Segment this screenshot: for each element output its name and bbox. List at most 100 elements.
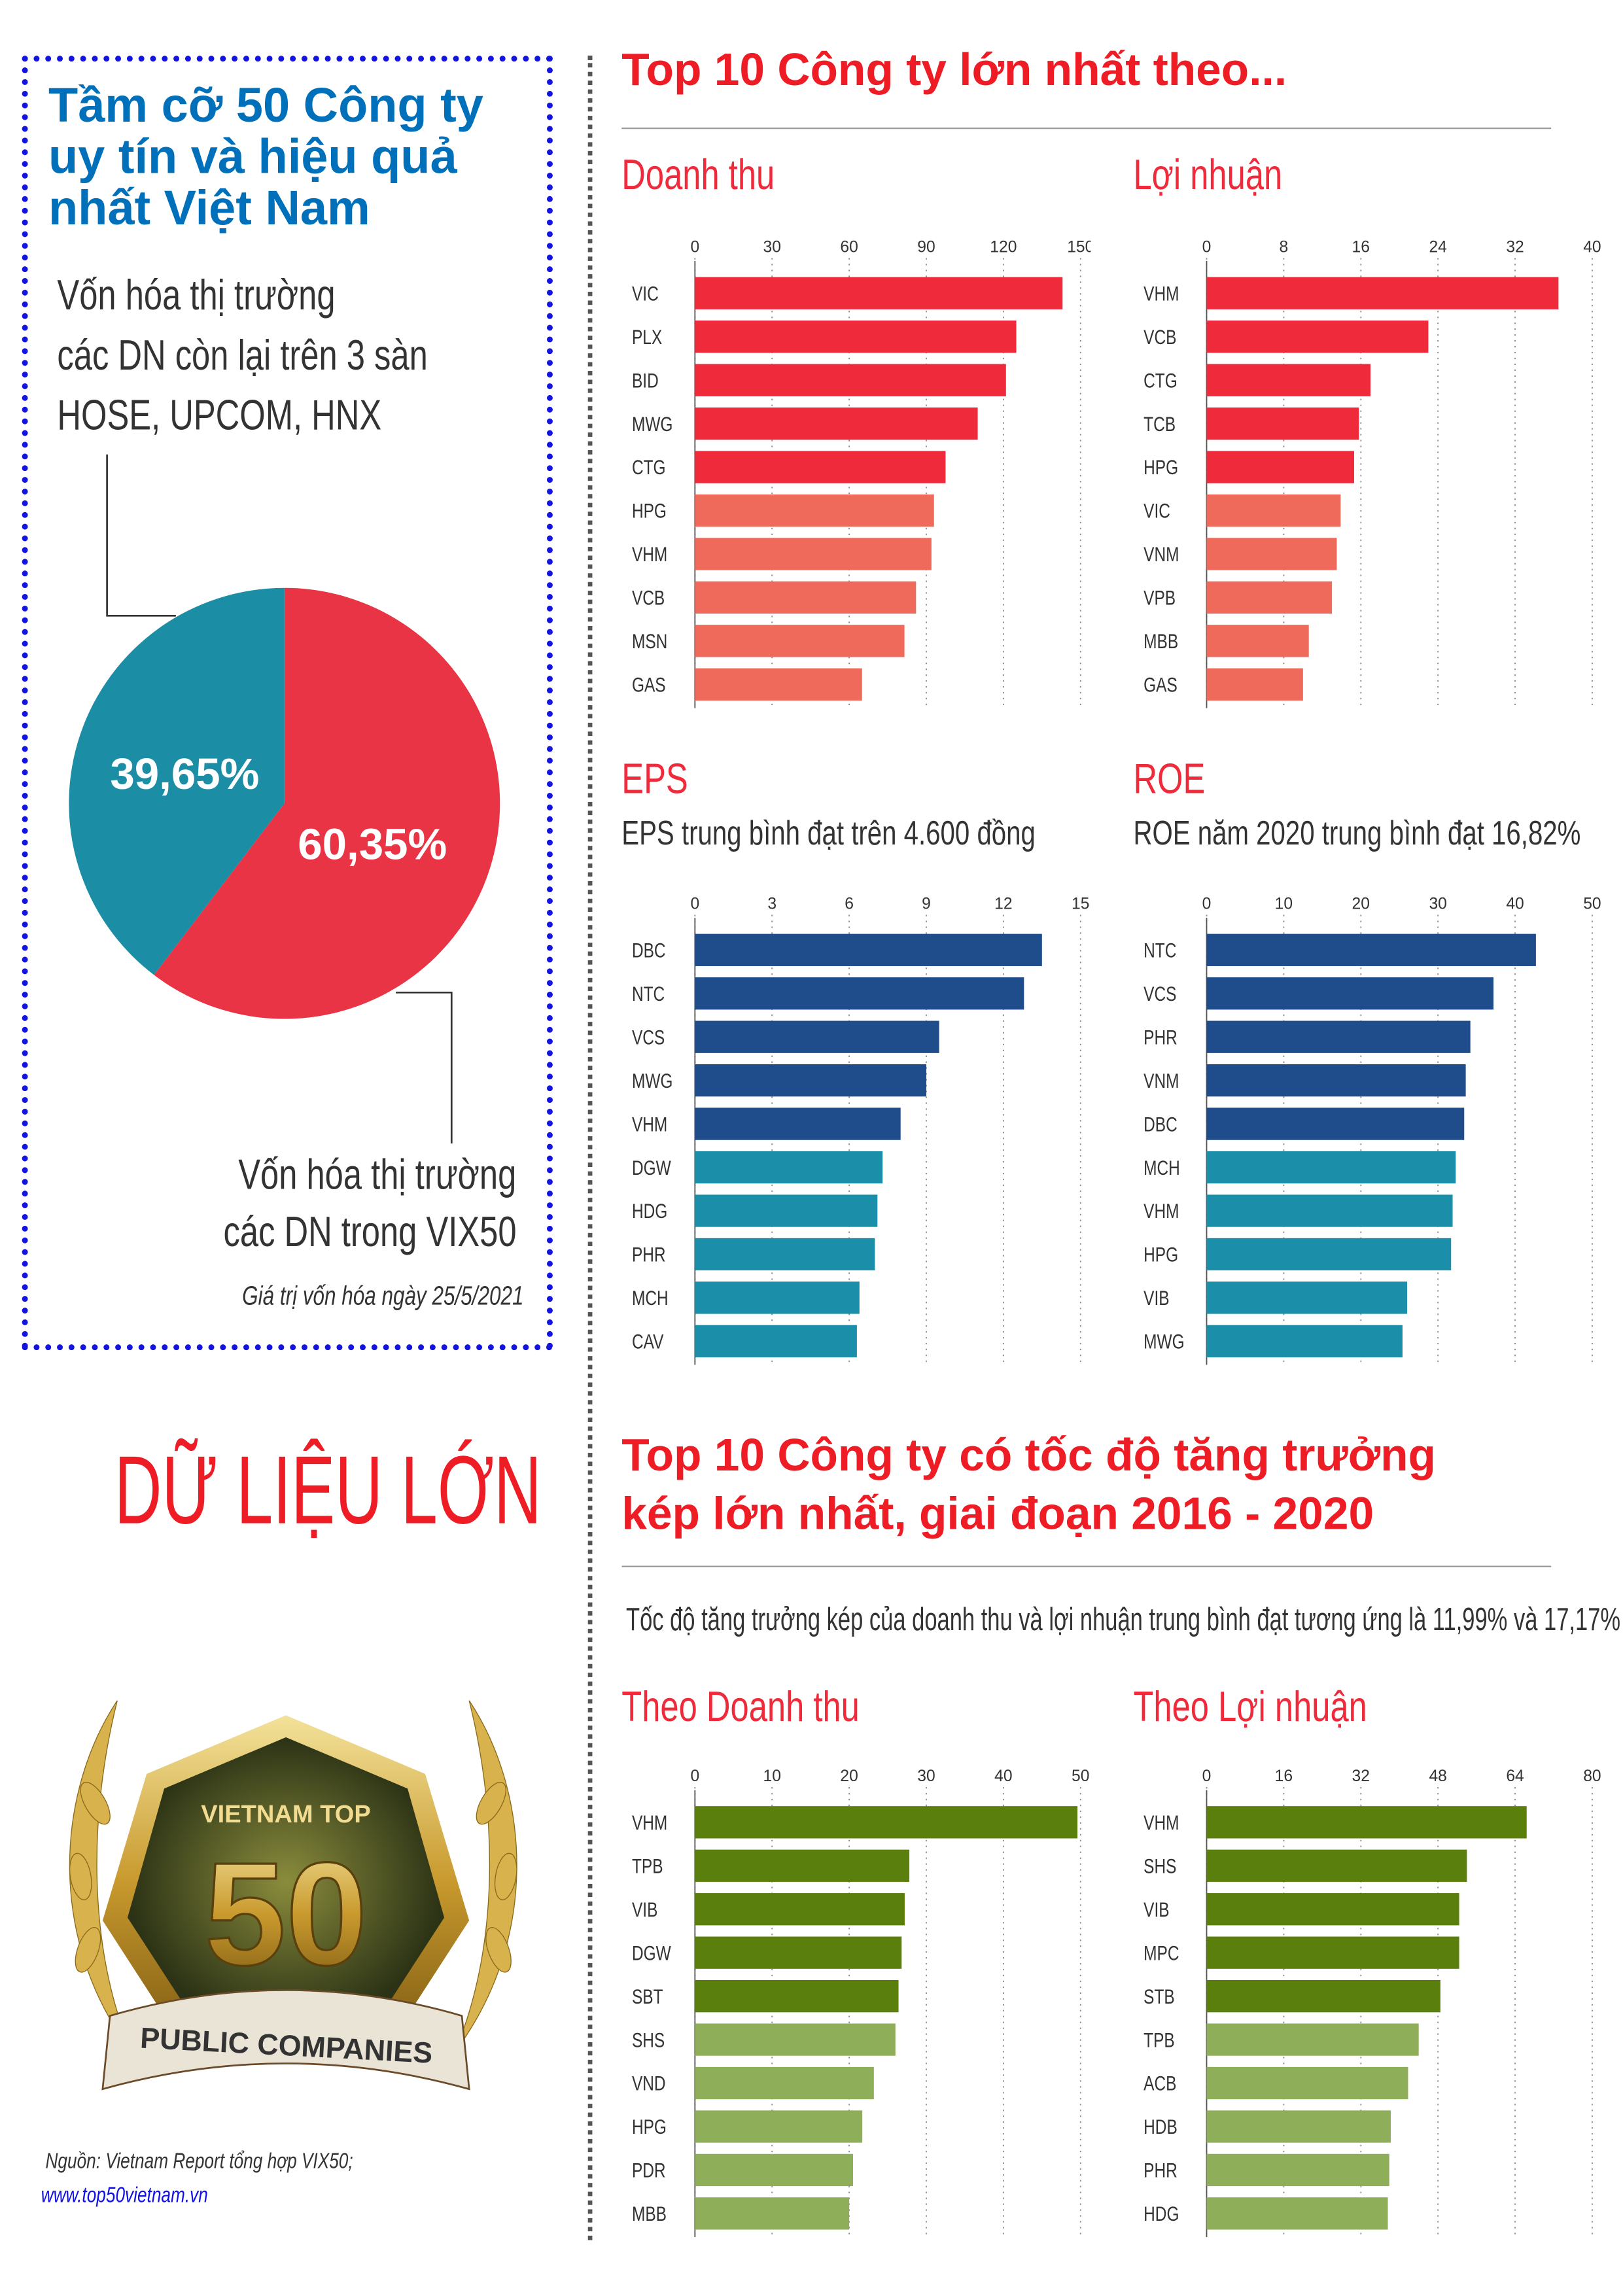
category-label: VIC	[632, 283, 659, 305]
tick-label: 32	[1506, 238, 1524, 256]
bar-vpb	[1206, 581, 1333, 614]
tick-label: 20	[840, 1767, 858, 1785]
category-label: VND	[632, 2072, 666, 2095]
tick-label: 30	[763, 238, 781, 256]
tick-label: 50	[1583, 896, 1601, 913]
left-title: Tầm cỡ 50 Công ty uy tín và hiệu quả nhấ…	[48, 79, 483, 233]
category-label: PHR	[632, 1244, 666, 1266]
bar-mch	[695, 1281, 860, 1314]
category-label: ACB	[1143, 2072, 1176, 2095]
bar-mbb	[695, 2197, 850, 2230]
category-label: VHM	[632, 543, 667, 566]
chart-subtitle-roe: ROE năm 2020 trung bình đạt 16,82%	[1133, 813, 1581, 852]
bar-sbt	[695, 1979, 899, 2013]
bar-plx	[695, 321, 1017, 353]
bar-vic	[695, 277, 1063, 309]
bar-shs	[1206, 1849, 1467, 1882]
bar-vic	[1206, 494, 1341, 527]
bar-ntc	[695, 977, 1024, 1010]
category-label: CTG	[632, 456, 666, 479]
category-label: VIC	[1143, 500, 1170, 523]
left-panel-border	[22, 56, 553, 1351]
category-label: MCH	[1143, 1157, 1180, 1179]
website-link[interactable]: www.top50vietnam.vn	[41, 2183, 208, 2208]
source-note: Nguồn: Vietnam Report tổng hợp VIX50;	[45, 2149, 353, 2174]
category-label: HPG	[1143, 456, 1178, 479]
category-label: TPB	[632, 1855, 663, 1878]
tick-label: 48	[1429, 1767, 1446, 1785]
bar-shs	[695, 2023, 896, 2056]
category-label: SHS	[1143, 1855, 1176, 1878]
category-label: VCB	[632, 587, 665, 610]
category-label: VCB	[1143, 326, 1176, 349]
bar-gas	[695, 668, 862, 701]
date-note: Giá trị vốn hóa ngày 25/5/2021	[241, 1281, 524, 1311]
category-label: MBB	[1143, 630, 1178, 653]
bar-hdb	[1206, 2110, 1391, 2143]
bar-vib	[1206, 1893, 1459, 1926]
bar-chart-roe: 0 10 20 30 40 50 NTC VCS PHR VNM DBC MCH VHM HPG VIB MW…	[1143, 896, 1601, 1365]
category-label: BID	[632, 369, 659, 392]
category-label: DBC	[1143, 1113, 1178, 1136]
bar-hpg	[695, 2110, 863, 2143]
bar-vhm	[1206, 1194, 1453, 1227]
bar-hpg	[695, 494, 934, 527]
tick-label: 64	[1506, 1767, 1524, 1785]
bar-hdg	[695, 1194, 878, 1227]
chart-title-eps: EPS	[621, 756, 688, 804]
bar-phr	[1206, 1020, 1471, 1053]
tick-label: 32	[1352, 1767, 1370, 1785]
bar-phr	[1206, 2153, 1389, 2187]
bar-vhm	[1206, 277, 1559, 309]
tick-label: 9	[922, 896, 931, 913]
category-label: HPG	[1143, 1244, 1178, 1266]
category-label: TCB	[1143, 413, 1176, 436]
category-label: NTC	[1143, 939, 1176, 962]
tick-label: 24	[1429, 238, 1446, 256]
logo-top-text: VIETNAM TOP	[201, 1801, 371, 1828]
bar-mwg	[695, 407, 978, 440]
bar-vhm	[695, 1806, 1078, 1839]
category-label: PHR	[1143, 2159, 1178, 2182]
bar-tpb	[695, 1849, 910, 1882]
category-label: HDB	[1143, 2115, 1178, 2138]
bar-vcb	[1206, 321, 1429, 353]
category-label: VHM	[1143, 283, 1179, 305]
tick-label: 30	[1429, 896, 1446, 913]
bar-vib	[695, 1893, 905, 1926]
category-label: VNM	[1143, 1070, 1179, 1092]
category-label: VHM	[632, 1811, 667, 1834]
category-label: NTC	[632, 983, 665, 1005]
bar-vhm	[695, 1107, 901, 1140]
tick-label: 0	[690, 896, 699, 913]
category-label: VHM	[1143, 1811, 1179, 1834]
tick-label: 120	[990, 238, 1017, 256]
bar-vib	[1206, 1281, 1408, 1314]
pie-slice-vix50	[154, 587, 500, 1019]
section2-note: Tốc độ tăng trưởng kép của doanh thu và …	[625, 1601, 1621, 1638]
category-label: VIB	[1143, 1898, 1169, 1921]
pie-label-vix50: 60,35%	[298, 820, 447, 869]
tick-label: 8	[1280, 238, 1289, 256]
bar-tcb	[1206, 407, 1359, 440]
category-label: HDG	[1143, 2202, 1179, 2225]
category-label: VNM	[1143, 543, 1179, 566]
bar-mch	[1206, 1151, 1456, 1184]
bar-vnm	[1206, 538, 1337, 570]
pie-slice-others	[69, 587, 285, 975]
tick-label: 0	[690, 238, 699, 256]
tick-label: 40	[1583, 238, 1601, 256]
bar-phr	[695, 1238, 875, 1271]
bar-vnd	[695, 2066, 874, 2100]
category-label: CAV	[632, 1331, 664, 1353]
bar-vcs	[695, 1020, 939, 1053]
category-label: PLX	[632, 326, 662, 349]
category-label: HDG	[632, 1200, 667, 1223]
column-divider	[587, 56, 593, 2240]
vix50-label: Vốn hóa thị trường các DN trong VIX50	[222, 1152, 516, 1257]
bar-ntc	[1206, 933, 1536, 966]
bar-ctg	[695, 451, 946, 483]
tick-label: 0	[1202, 1767, 1212, 1785]
leader-line-vix50	[396, 991, 453, 1144]
category-label: HPG	[632, 500, 667, 523]
